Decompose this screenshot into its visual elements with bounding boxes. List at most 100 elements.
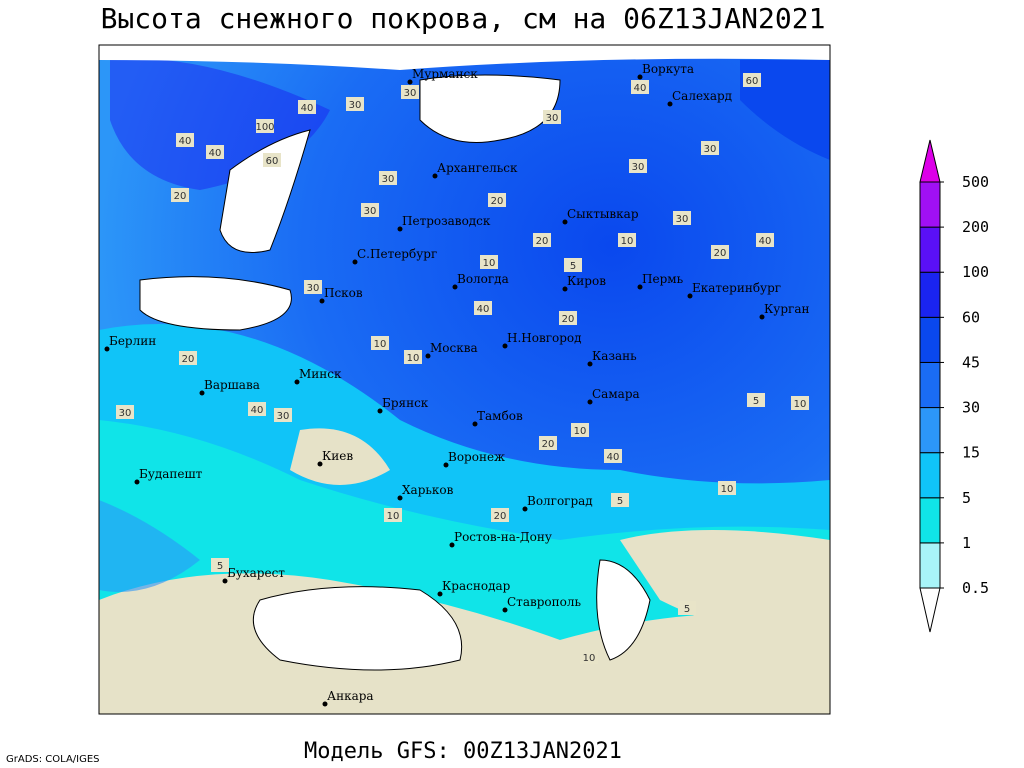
city-dot [443,462,449,468]
contour-label-box [580,650,598,664]
contour-label: 40 [251,405,264,416]
city-dot [425,353,431,359]
contour-label-box [298,100,316,114]
city-dot [522,506,528,512]
city-dot [667,101,673,107]
city-label: Ростов-на-Дону [454,530,552,544]
city-dot [759,314,765,320]
contour-label: 20 [542,439,555,450]
colorbar-label: 5 [962,489,971,507]
city-label: Псков [324,286,363,300]
contour-label: 40 [634,83,647,94]
contour-label: 5 [684,604,690,615]
contour-label-box [491,508,509,522]
city-label: Самара [592,387,640,401]
contour-label-box [176,133,194,147]
city-dot [587,361,593,367]
contour-label-box [673,211,691,225]
city-dot [377,408,383,414]
contour-label: 30 [364,206,377,217]
contour-label-box [211,558,229,572]
contour-label-box [474,301,492,315]
contour-label: 40 [301,103,314,114]
contour-label-box [263,153,281,167]
contour-label: 10 [374,339,387,350]
city-label: Бухарест [227,566,285,580]
city-label: Киров [567,274,606,288]
city-label: Вологда [457,272,509,286]
city-label: Киев [322,449,353,463]
contour-label-box [678,601,696,615]
city-dot [322,701,328,707]
contour-label-box [206,145,224,159]
contour-label-box [533,233,551,247]
cities: Мурманск Воркута Салехард Архангельск Сыктыв… [104,62,809,707]
contour-label: 20 [536,236,549,247]
contour-label-box [384,508,402,522]
contour-label: 30 [404,88,417,99]
colorbar-segment [919,316,941,363]
model-caption: Модель GFS: 00Z13JAN2021 [304,739,622,764]
colorbar-label: 15 [962,444,980,462]
colorbar-segment [919,271,941,318]
city-dot [199,390,205,396]
colorbar-label: 500 [962,173,989,191]
contour-label: 30 [704,144,717,155]
contour-label-box [248,402,266,416]
contour-label-box [480,255,498,269]
city-dot [449,542,455,548]
contour-label: 100 [255,122,274,133]
city-label: Воронеж [448,450,505,464]
contour-label-box [564,258,582,272]
colorbar-segment [919,542,941,589]
city-dot [317,461,323,467]
city-label: Воркута [642,62,694,76]
contour-label: 40 [759,236,772,247]
contour-label: 20 [494,511,507,522]
colorbar-segment [919,226,941,273]
contour-label-box [116,405,134,419]
colorbar-segment [919,497,941,544]
contour-label: 40 [607,452,620,463]
contour-label-box [274,408,292,422]
city-label: Харьков [402,483,454,497]
city-label: Салехард [672,89,732,103]
city-label: Архангельск [437,161,518,175]
contour-label: 40 [209,148,222,159]
city-dot [397,495,403,501]
contour-label-box [559,311,577,325]
contour-label: 10 [794,399,807,410]
credit: GrADS: COLA/IGES [6,754,100,765]
city-dot [472,421,478,427]
contour-label: 5 [753,396,759,407]
city-dot [352,259,358,265]
city-label: Н.Новгород [507,331,582,345]
contour-label: 30 [307,283,320,294]
contour-label: 40 [179,136,192,147]
colorbar-label: 60 [962,308,980,326]
city-dot [502,607,508,613]
contour-label: 30 [382,174,395,185]
contour-label-box [711,245,729,259]
city-dot [222,578,228,584]
colorbar-label: 1 [962,534,971,552]
contour-label: 10 [621,236,634,247]
contour-label: 30 [119,408,132,419]
city-dot [432,173,438,179]
contour-label-box [747,393,765,407]
contour-label-box [179,351,197,365]
title: Высота снежного покрова, см на 06Z13JAN2… [101,2,826,35]
city-label: Москва [430,341,478,355]
contour-label: 10 [721,484,734,495]
contour-label-box [371,336,389,350]
contour-label: 30 [632,162,645,173]
contour-label-box [304,280,322,294]
city-label: Сыктывкар [567,207,639,221]
colorbar-label: 0.5 [962,579,989,597]
colorbar-segment [919,407,941,454]
city-dot [452,284,458,290]
city-label: С.Петербург [357,247,437,261]
contour-label-box [571,423,589,437]
colorbar-above [919,139,941,183]
